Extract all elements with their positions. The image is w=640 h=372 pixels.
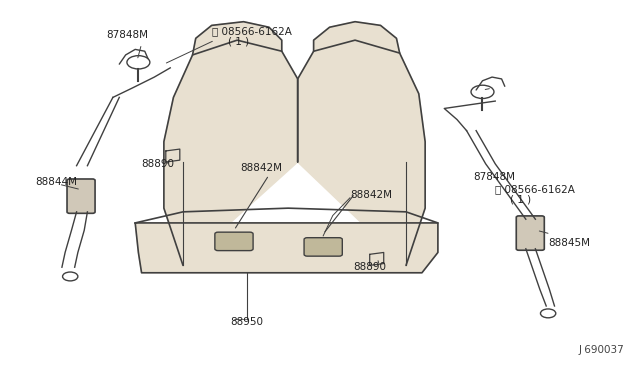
Polygon shape xyxy=(135,223,438,273)
Text: Ⓢ 08566-6162A: Ⓢ 08566-6162A xyxy=(495,184,575,194)
Text: 88842M: 88842M xyxy=(351,190,392,200)
Text: J 690037: J 690037 xyxy=(579,345,625,355)
Text: 88842M: 88842M xyxy=(241,163,282,173)
Text: 88950: 88950 xyxy=(230,317,263,327)
FancyBboxPatch shape xyxy=(215,232,253,251)
Text: 88890: 88890 xyxy=(141,159,174,169)
Polygon shape xyxy=(314,22,399,53)
Polygon shape xyxy=(164,40,298,265)
Text: 88890: 88890 xyxy=(353,262,386,272)
Text: ( 1 ): ( 1 ) xyxy=(228,36,249,46)
FancyBboxPatch shape xyxy=(304,238,342,256)
FancyBboxPatch shape xyxy=(516,216,544,250)
Text: 88845M: 88845M xyxy=(548,238,590,248)
Polygon shape xyxy=(193,22,282,55)
Text: Ⓢ 08566-6162A: Ⓢ 08566-6162A xyxy=(212,26,292,36)
Text: 87848M: 87848M xyxy=(106,30,148,40)
Text: 87848M: 87848M xyxy=(473,172,515,182)
FancyBboxPatch shape xyxy=(67,179,95,213)
Polygon shape xyxy=(298,40,425,265)
Text: 88844M: 88844M xyxy=(35,177,77,187)
Text: ( 1 ): ( 1 ) xyxy=(510,195,531,205)
